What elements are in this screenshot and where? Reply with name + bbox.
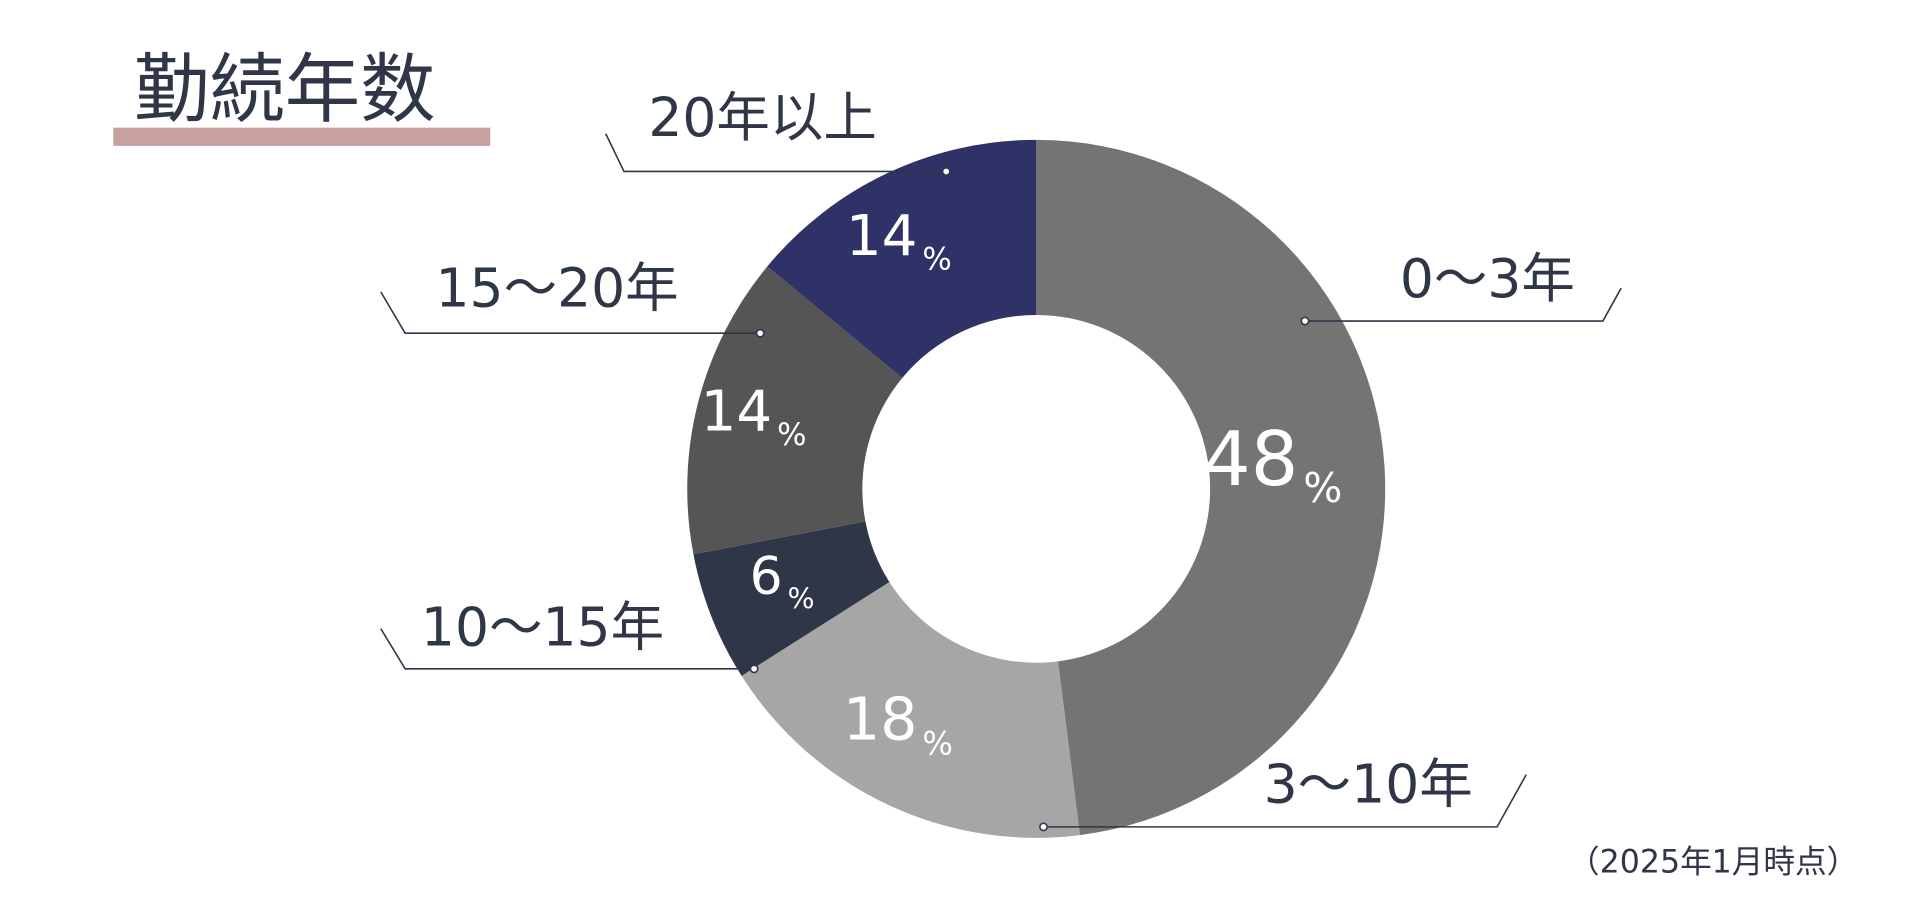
value-label: 6 (750, 547, 783, 607)
value-label: 48 (1203, 415, 1298, 503)
category-label: 15〜20年 (436, 256, 679, 319)
donut-slice (693, 521, 890, 676)
category-label: 20年以上 (648, 86, 877, 149)
leader-dot (749, 664, 759, 674)
leader-dot (941, 167, 951, 176)
leader-dot (1039, 822, 1048, 832)
chart-title: 勤続年数 (134, 45, 436, 133)
leader-dot (1300, 316, 1310, 326)
title-underline (113, 127, 491, 146)
value-unit: % (1303, 464, 1342, 512)
category-label: 0〜3年 (1400, 247, 1575, 310)
donut-slice (687, 266, 903, 555)
category-label: 3〜10年 (1264, 753, 1473, 816)
donut-slice (767, 139, 1037, 378)
category-label: 10〜15年 (421, 596, 664, 659)
leader-dot (755, 328, 765, 338)
value-unit: % (777, 417, 806, 453)
value-unit: % (787, 581, 814, 615)
leader-line (380, 291, 761, 334)
leader-line (1304, 287, 1622, 322)
value-unit: % (922, 241, 951, 277)
note: （2025年1月時点） (1568, 844, 1858, 880)
value-label: 14 (701, 380, 773, 445)
donut-slice (1036, 139, 1386, 836)
value-label: 18 (843, 686, 917, 754)
value-unit: % (922, 725, 953, 763)
leader-line (1043, 774, 1527, 828)
leader-line (380, 628, 755, 670)
leader-line (605, 133, 947, 173)
value-label: 14 (846, 204, 918, 269)
donut-slice (741, 582, 1080, 838)
